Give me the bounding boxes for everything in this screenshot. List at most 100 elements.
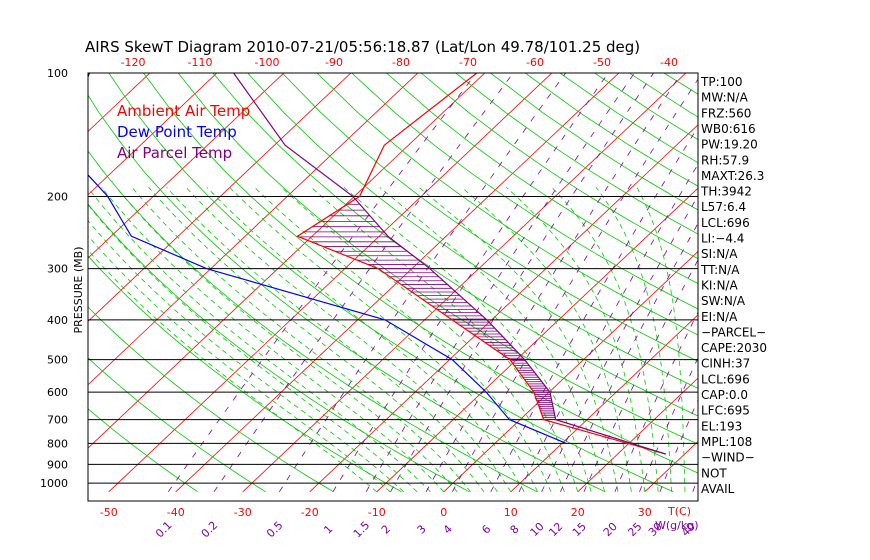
legend: Ambient Air Temp Dew Point Temp Air Parcel…	[117, 102, 250, 162]
pressure-tick-label: 500	[47, 354, 68, 367]
index-item: FRZ:560	[701, 106, 751, 120]
dry-adiabat-line	[143, 73, 698, 474]
index-item: MW:N/A	[701, 91, 749, 105]
index-item: TH:3942	[700, 185, 752, 199]
top-temp-tick-label: -100	[255, 56, 280, 69]
dry-adiabat-line	[88, 408, 198, 493]
moist-adiabat-line	[379, 186, 605, 492]
mixing-ratio-line	[541, 194, 698, 492]
pressure-tick-label: 600	[47, 386, 68, 399]
index-item: WB0:616	[701, 122, 756, 136]
mixing-ratio-tick-label: 12	[546, 520, 565, 539]
dry-adiabat-line	[490, 73, 698, 211]
dry-adiabat-line	[88, 306, 334, 493]
moist-adiabat-line	[148, 187, 485, 493]
index-item: AVAIL	[701, 482, 735, 496]
index-item: −WIND−	[701, 451, 755, 465]
moist-adiabat-line	[101, 187, 445, 493]
isotherm-line	[88, 73, 486, 449]
dry-adiabat-line	[282, 73, 698, 362]
top-temp-tick-label: -50	[593, 56, 611, 69]
mixing-ratio-tick-label: 20	[601, 520, 620, 539]
moist-adiabat-line	[166, 187, 498, 493]
temp-tick-label: -10	[368, 506, 386, 519]
dry-adiabat-line	[455, 73, 698, 235]
dry-adiabat-line	[88, 94, 606, 493]
moist-adiabat-line	[281, 187, 565, 492]
mixing-ratio-tick-label: 0.5	[264, 519, 286, 541]
index-item: EL:193	[701, 419, 742, 433]
top-temp-tick-label: -40	[660, 56, 678, 69]
index-item: LFC:695	[701, 404, 750, 418]
temp-tick-label: -30	[234, 506, 252, 519]
temp-tick-label: 30	[638, 506, 652, 519]
moist-adiabat-line	[131, 187, 471, 493]
top-temp-tick-label: -120	[121, 56, 146, 69]
moist-adiabat-line	[229, 187, 538, 492]
isotherm-line	[88, 73, 218, 196]
mixing-ratio-line	[583, 259, 698, 492]
dry-adiabat-line	[108, 73, 674, 493]
dry-adiabat-line	[88, 255, 402, 493]
index-item: TP:100	[700, 75, 743, 89]
mixing-ratio-line	[332, 73, 609, 493]
isotherm-line	[577, 377, 698, 493]
mixing-ratio-line	[560, 222, 698, 492]
top-temp-tick-label: -80	[392, 56, 410, 69]
moist-adiabat-line	[254, 187, 552, 492]
top-temp-tick-label: -60	[526, 56, 544, 69]
moist-adiabat-line	[88, 249, 378, 493]
dry-adiabat-line	[88, 150, 538, 493]
index-item: SW:N/A	[701, 294, 746, 308]
index-item: CAP:0.0	[701, 388, 748, 402]
pressure-tick-label: 900	[47, 458, 68, 471]
isotherm-line	[108, 73, 553, 493]
mixing-ratio-line	[490, 126, 698, 492]
dry-adiabat-line	[247, 73, 698, 389]
index-item: RH:57.9	[701, 153, 749, 167]
dry-adiabat-line	[386, 73, 698, 285]
index-item: KI:N/A	[701, 278, 738, 292]
index-item: MPL:108	[701, 435, 752, 449]
mixing-ratio-label: W(g/kg)	[655, 519, 699, 532]
top-temp-tick-label: -70	[459, 56, 477, 69]
pressure-tick-label: 400	[47, 314, 68, 327]
index-item: LCL:696	[701, 216, 750, 230]
air-parcel-templine-series-line	[233, 73, 666, 455]
mixing-ratio-tick-label: 25	[625, 520, 644, 539]
mixing-ratio-tick-label: 15	[570, 520, 589, 539]
moist-adiabat-line	[206, 187, 525, 492]
mixing-ratio-line	[518, 163, 698, 492]
dry-adiabat-line	[88, 357, 266, 493]
mixing-ratio-tick-label: 0.2	[199, 519, 221, 541]
dew-point-templine-series-line	[88, 73, 567, 444]
isotherm-line	[376, 187, 698, 493]
index-item: EI:N/A	[701, 310, 738, 324]
ambient-air-templine-series-line	[296, 73, 666, 455]
index-item: MAXT:26.3	[701, 169, 764, 183]
moist-adiabat-line	[343, 186, 592, 492]
mixing-ratio-tick-label: 0.1	[153, 519, 175, 541]
sounding-curves	[88, 73, 666, 455]
mixing-ratio-line	[390, 73, 654, 492]
index-item: PW:19.20	[701, 138, 758, 152]
moist-adiabat-line	[185, 187, 512, 493]
index-item: TT:N/A	[700, 263, 740, 277]
chart-title: AIRS SkewT Diagram 2010-07-21/05:56:18.8…	[85, 38, 640, 56]
mixing-ratio-tick-label: 2	[379, 522, 393, 536]
moist-adiabat-line	[88, 204, 418, 493]
plot-frame	[87, 72, 699, 502]
moist-adiabat-line	[310, 187, 579, 492]
legend-entry: Air Parcel Temp	[117, 144, 232, 162]
isotherm-line	[443, 250, 698, 493]
isotherm-line	[175, 73, 620, 493]
top-temp-tick-label: -110	[188, 56, 213, 69]
mixing-ratio-line	[278, 73, 566, 493]
pressure-tick-label: 200	[47, 190, 68, 203]
moist-adiabat-line	[88, 187, 431, 493]
moist-adiabat-line	[88, 220, 404, 493]
temp-tick-label: -20	[301, 506, 319, 519]
mixing-ratio-tick-label: 1.5	[351, 519, 373, 541]
